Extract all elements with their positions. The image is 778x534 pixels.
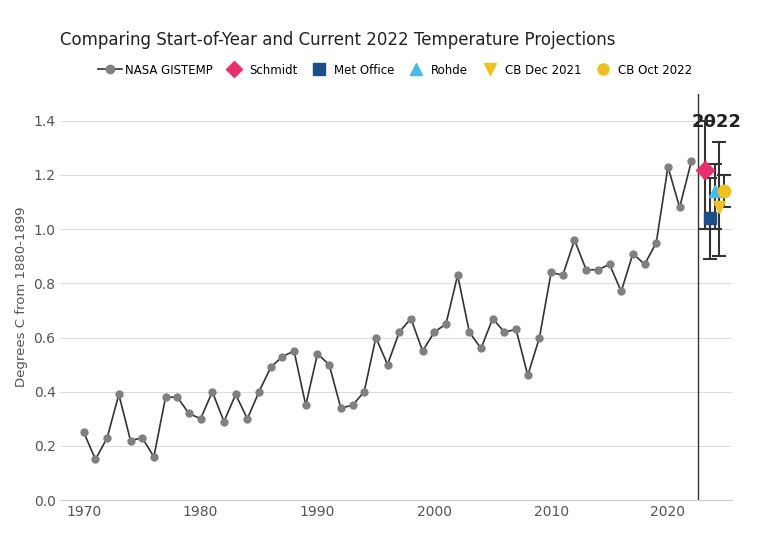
- Y-axis label: Degrees C from 1880-1899: Degrees C from 1880-1899: [15, 207, 28, 387]
- Legend: NASA GISTEMP, Schmidt, Met Office, Rohde, CB Dec 2021, CB Oct 2022: NASA GISTEMP, Schmidt, Met Office, Rohde…: [93, 59, 697, 81]
- Text: Comparing Start-of-Year and Current 2022 Temperature Projections: Comparing Start-of-Year and Current 2022…: [61, 31, 616, 49]
- Text: 2022: 2022: [692, 113, 742, 131]
